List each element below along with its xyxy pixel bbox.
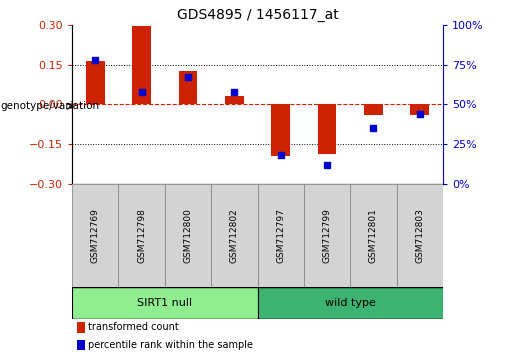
Point xyxy=(230,89,238,95)
Text: percentile rank within the sample: percentile rank within the sample xyxy=(88,340,252,350)
Bar xyxy=(77,322,85,333)
Bar xyxy=(72,287,258,319)
Text: wild type: wild type xyxy=(325,298,375,308)
Point xyxy=(416,111,424,117)
Point xyxy=(323,162,331,168)
Bar xyxy=(350,184,397,287)
Bar xyxy=(304,184,350,287)
Point xyxy=(138,89,146,95)
Text: GSM712798: GSM712798 xyxy=(137,208,146,263)
Text: GSM712803: GSM712803 xyxy=(415,208,424,263)
Text: GSM712800: GSM712800 xyxy=(183,208,193,263)
Bar xyxy=(258,287,443,319)
Bar xyxy=(258,184,304,287)
Text: SIRT1 null: SIRT1 null xyxy=(137,298,193,308)
Text: genotype/variation: genotype/variation xyxy=(0,101,99,111)
Title: GDS4895 / 1456117_at: GDS4895 / 1456117_at xyxy=(177,8,338,22)
Point xyxy=(91,57,99,63)
Text: GSM712769: GSM712769 xyxy=(91,208,100,263)
Bar xyxy=(397,184,443,287)
Bar xyxy=(86,61,105,104)
Bar xyxy=(77,340,85,350)
Bar xyxy=(318,104,336,154)
Text: transformed count: transformed count xyxy=(88,322,178,332)
Point xyxy=(369,125,377,131)
Point xyxy=(277,153,285,158)
Bar xyxy=(364,104,383,115)
Bar xyxy=(225,96,244,104)
Bar xyxy=(132,26,151,104)
Bar xyxy=(118,184,165,287)
Bar xyxy=(211,184,258,287)
Text: GSM712799: GSM712799 xyxy=(322,208,332,263)
Bar xyxy=(165,184,211,287)
Text: GSM712802: GSM712802 xyxy=(230,208,239,263)
Text: GSM712797: GSM712797 xyxy=(276,208,285,263)
Point xyxy=(184,74,192,80)
Bar xyxy=(410,104,429,115)
Bar xyxy=(271,104,290,156)
Bar xyxy=(72,184,118,287)
Bar xyxy=(179,71,197,104)
Text: GSM712801: GSM712801 xyxy=(369,208,378,263)
